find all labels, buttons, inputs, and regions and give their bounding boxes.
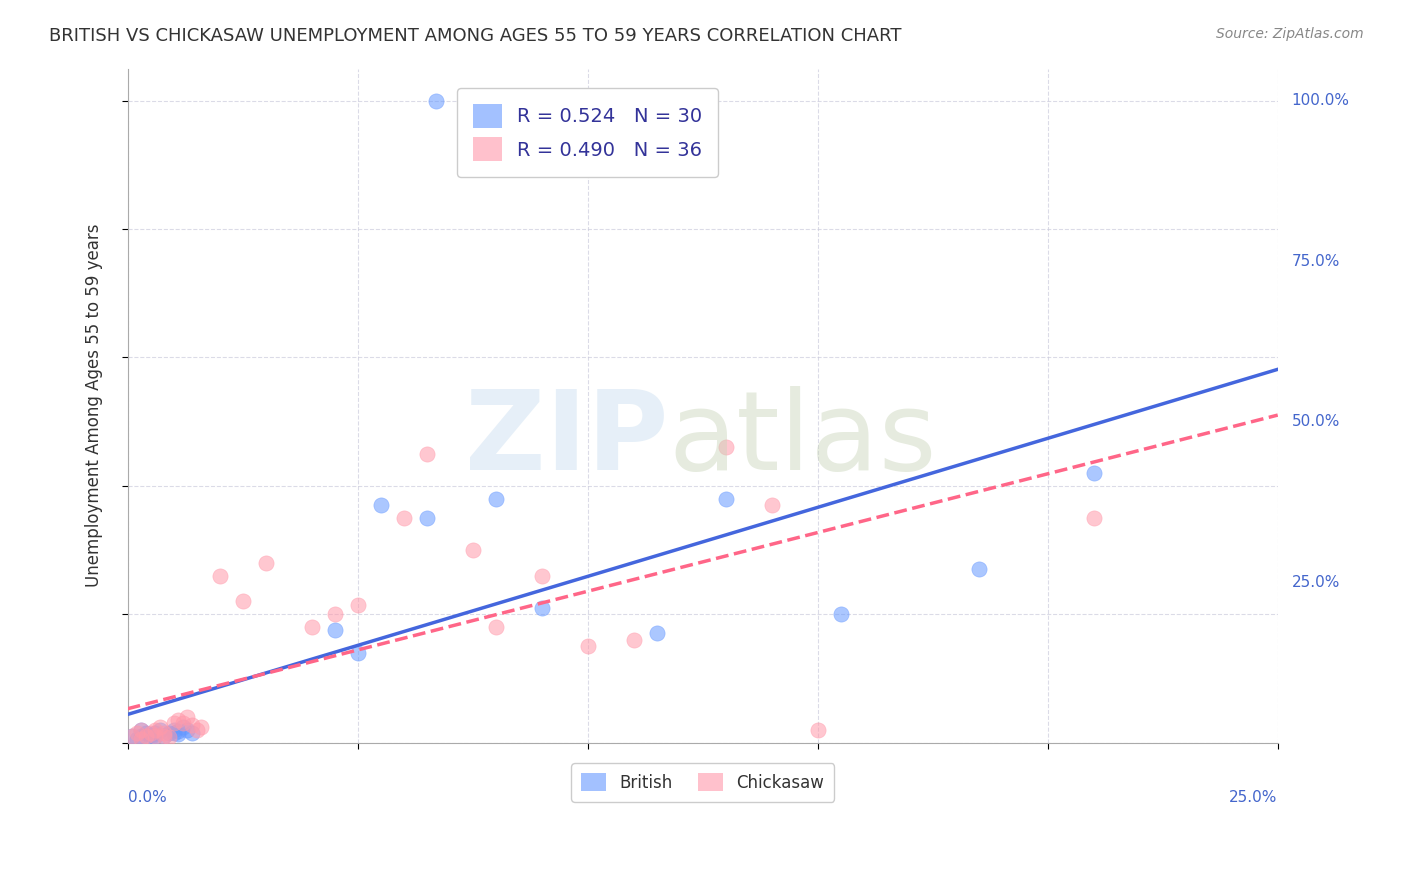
Text: 75.0%: 75.0% xyxy=(1292,253,1340,268)
Point xyxy=(346,646,368,660)
Point xyxy=(232,594,254,608)
Point xyxy=(125,732,148,747)
Point xyxy=(153,729,176,743)
Text: 25.0%: 25.0% xyxy=(1229,789,1278,805)
Point xyxy=(645,626,668,640)
Point xyxy=(807,723,830,737)
Point xyxy=(761,498,783,512)
Point xyxy=(186,723,208,737)
Point xyxy=(323,624,346,638)
Point xyxy=(830,607,852,622)
Point xyxy=(254,556,277,570)
Point xyxy=(714,440,737,454)
Point xyxy=(172,719,194,733)
Point xyxy=(149,723,172,737)
Point xyxy=(139,731,162,745)
Point xyxy=(425,94,447,108)
Point xyxy=(176,710,198,724)
Point xyxy=(167,727,190,741)
Point xyxy=(143,729,166,743)
Point xyxy=(162,726,184,740)
Point xyxy=(162,723,184,737)
Text: BRITISH VS CHICKASAW UNEMPLOYMENT AMONG AGES 55 TO 59 YEARS CORRELATION CHART: BRITISH VS CHICKASAW UNEMPLOYMENT AMONG … xyxy=(49,27,901,45)
Point xyxy=(714,491,737,506)
Point xyxy=(131,723,153,737)
Text: 100.0%: 100.0% xyxy=(1292,93,1350,108)
Point xyxy=(181,717,204,731)
Point xyxy=(121,729,143,743)
Point xyxy=(346,598,368,612)
Point xyxy=(143,726,166,740)
Point xyxy=(301,620,323,634)
Point xyxy=(623,632,645,647)
Point xyxy=(323,607,346,622)
Point xyxy=(153,729,176,743)
Point xyxy=(370,498,392,512)
Point xyxy=(121,729,143,743)
Point xyxy=(190,719,212,733)
Point xyxy=(143,729,166,743)
Point xyxy=(485,620,508,634)
Point xyxy=(135,729,157,743)
Y-axis label: Unemployment Among Ages 55 to 59 years: Unemployment Among Ages 55 to 59 years xyxy=(86,224,103,587)
Point xyxy=(162,716,184,731)
Point xyxy=(149,719,172,733)
Point xyxy=(461,543,484,558)
Point xyxy=(576,640,599,654)
Point xyxy=(167,713,190,727)
Point xyxy=(131,732,153,747)
Point xyxy=(131,723,153,737)
Point xyxy=(153,726,176,740)
Point xyxy=(157,731,180,745)
Text: Source: ZipAtlas.com: Source: ZipAtlas.com xyxy=(1216,27,1364,41)
Point xyxy=(131,729,153,743)
Point xyxy=(1083,511,1105,525)
Point xyxy=(530,568,553,582)
Point xyxy=(139,728,162,742)
Point xyxy=(181,726,204,740)
Text: 0.0%: 0.0% xyxy=(128,789,166,805)
Point xyxy=(125,726,148,740)
Point xyxy=(208,568,231,582)
Point xyxy=(392,511,415,525)
Text: 25.0%: 25.0% xyxy=(1292,574,1340,590)
Point xyxy=(485,491,508,506)
Point xyxy=(176,723,198,737)
Legend: British, Chickasaw: British, Chickasaw xyxy=(571,764,834,802)
Point xyxy=(167,724,190,739)
Point xyxy=(415,511,437,525)
Point xyxy=(530,600,553,615)
Point xyxy=(1083,466,1105,480)
Point xyxy=(157,726,180,740)
Point xyxy=(415,447,437,461)
Point xyxy=(172,716,194,731)
Point xyxy=(967,562,990,576)
Point xyxy=(135,726,157,740)
Text: 50.0%: 50.0% xyxy=(1292,414,1340,429)
Point xyxy=(139,726,162,740)
Point xyxy=(143,723,166,737)
Text: atlas: atlas xyxy=(668,385,936,492)
Text: ZIP: ZIP xyxy=(465,385,668,492)
